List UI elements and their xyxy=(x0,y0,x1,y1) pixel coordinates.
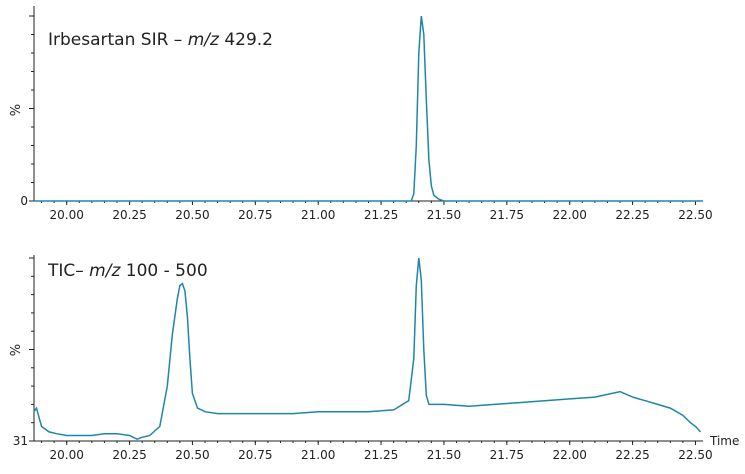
x-tick-label: 21.25 xyxy=(364,448,398,462)
panel-title: Irbesartan SIR – m/z 429.2 xyxy=(48,30,273,50)
x-tick-label: 20.50 xyxy=(175,448,209,462)
x-tick-label: 20.75 xyxy=(238,448,272,462)
x-tick-label: 21.75 xyxy=(490,208,524,222)
x-tick-label: 20.00 xyxy=(50,208,84,222)
sir-trace-line xyxy=(34,15,703,202)
x-axis-ticks: 20.00 20.25 20.50 20.75 21.00 21.25 21.50 21.75… xyxy=(41,201,713,222)
x-tick-label: 21.50 xyxy=(427,208,461,222)
title-tail: 100 - 500 xyxy=(120,261,207,281)
title-text: Irbesartan SIR – xyxy=(48,30,188,50)
y-axis-ticks xyxy=(29,257,34,442)
tic-trace-line xyxy=(33,257,702,441)
x-tick-label: 20.00 xyxy=(50,448,84,462)
title-mz: m/z xyxy=(188,30,220,50)
y-axis-label: % xyxy=(9,344,24,356)
x-axis-ticks: 20.00 20.25 20.50 20.75 21.00 21.25 21.50 21.75… xyxy=(41,441,713,462)
x-tick-label: 21.25 xyxy=(364,208,398,222)
y-axis-ticks xyxy=(29,15,34,202)
x-tick-label: 22.50 xyxy=(678,208,712,222)
y-baseline-label: 0 xyxy=(20,194,28,208)
x-tick-label: 20.50 xyxy=(175,208,209,222)
x-axis-label: Time xyxy=(709,434,739,448)
panel-title: TIC– m/z 100 - 500 xyxy=(47,261,208,281)
x-tick-label: 22.25 xyxy=(615,208,649,222)
x-tick-label: 21.00 xyxy=(301,448,335,462)
y-baseline-label: 31 xyxy=(13,434,28,448)
title-mz: m/z xyxy=(89,261,121,281)
title-text: TIC– xyxy=(47,261,89,281)
x-tick-label: 20.25 xyxy=(112,448,146,462)
y-axis-label: % xyxy=(9,104,24,116)
title-tail: 429.2 xyxy=(219,30,273,50)
x-tick-label: 20.25 xyxy=(112,208,146,222)
x-tick-label: 21.00 xyxy=(301,208,335,222)
x-tick-label: 22.25 xyxy=(615,448,649,462)
x-tick-label: 21.50 xyxy=(427,448,461,462)
x-tick-label: 21.75 xyxy=(490,448,524,462)
x-tick-label: 22.50 xyxy=(678,448,712,462)
tic-chromatogram-panel: 20.00 20.25 20.50 20.75 21.00 21.25 21.50 21.75… xyxy=(9,255,739,462)
x-tick-label: 22.00 xyxy=(553,448,587,462)
sir-chromatogram-panel: 20.00 20.25 20.50 20.75 21.00 21.25 21.50 21.75… xyxy=(9,6,713,222)
x-tick-label: 20.75 xyxy=(238,208,272,222)
x-tick-label: 22.00 xyxy=(553,208,587,222)
